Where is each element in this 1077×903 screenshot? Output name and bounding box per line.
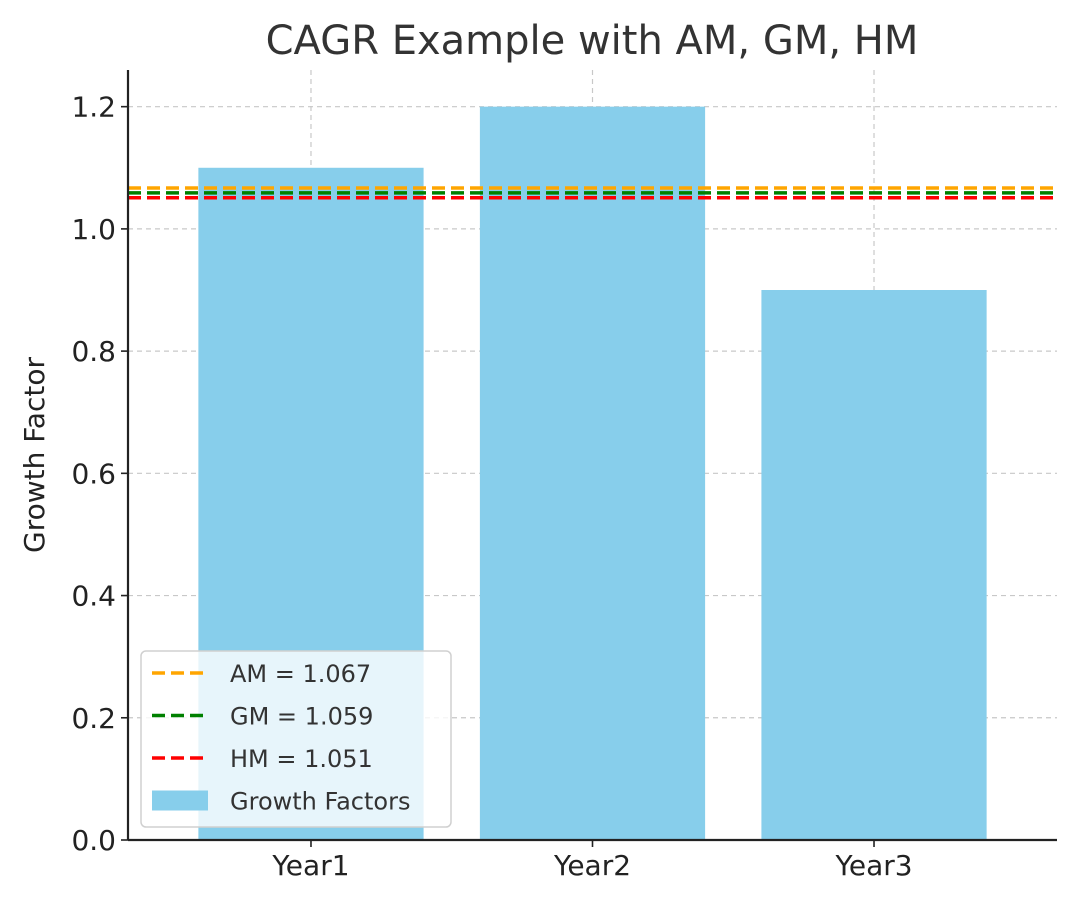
legend-swatch — [152, 790, 208, 811]
y-tick-label: 0.0 — [71, 824, 116, 857]
x-tick-label: Year3 — [834, 849, 912, 882]
legend-box — [140, 650, 452, 828]
legend-label: Growth Factors — [230, 788, 410, 816]
y-tick-label: 1.2 — [71, 91, 116, 124]
reference-lines — [128, 186, 1057, 200]
legend-label: GM = 1.059 — [230, 703, 373, 731]
x-tick-label: Year2 — [553, 849, 631, 882]
legend-label: AM = 1.067 — [230, 660, 371, 688]
legend-label: HM = 1.051 — [230, 745, 373, 773]
bar-year3 — [761, 290, 987, 840]
y-tick-label: 0.8 — [71, 335, 116, 368]
y-tick-label: 1.0 — [71, 213, 116, 246]
y-axis-label: Growth Factor — [18, 357, 51, 553]
chart-title: CAGR Example with AM, GM, HM — [266, 18, 919, 64]
y-ticks: 0.0 0.2 0.4 0.6 0.8 1.0 1.2 — [71, 91, 128, 857]
x-ticks: Year1 Year2 Year3 — [271, 840, 913, 882]
legend: AM = 1.067 GM = 1.059 HM = 1.051 Growth Fac… — [140, 650, 452, 828]
x-tick-label: Year1 — [271, 849, 349, 882]
y-tick-label: 0.2 — [71, 702, 116, 735]
bars — [198, 106, 987, 840]
y-tick-label: 0.6 — [71, 457, 116, 490]
bar-year2 — [479, 106, 706, 840]
y-tick-label: 0.4 — [71, 580, 116, 613]
